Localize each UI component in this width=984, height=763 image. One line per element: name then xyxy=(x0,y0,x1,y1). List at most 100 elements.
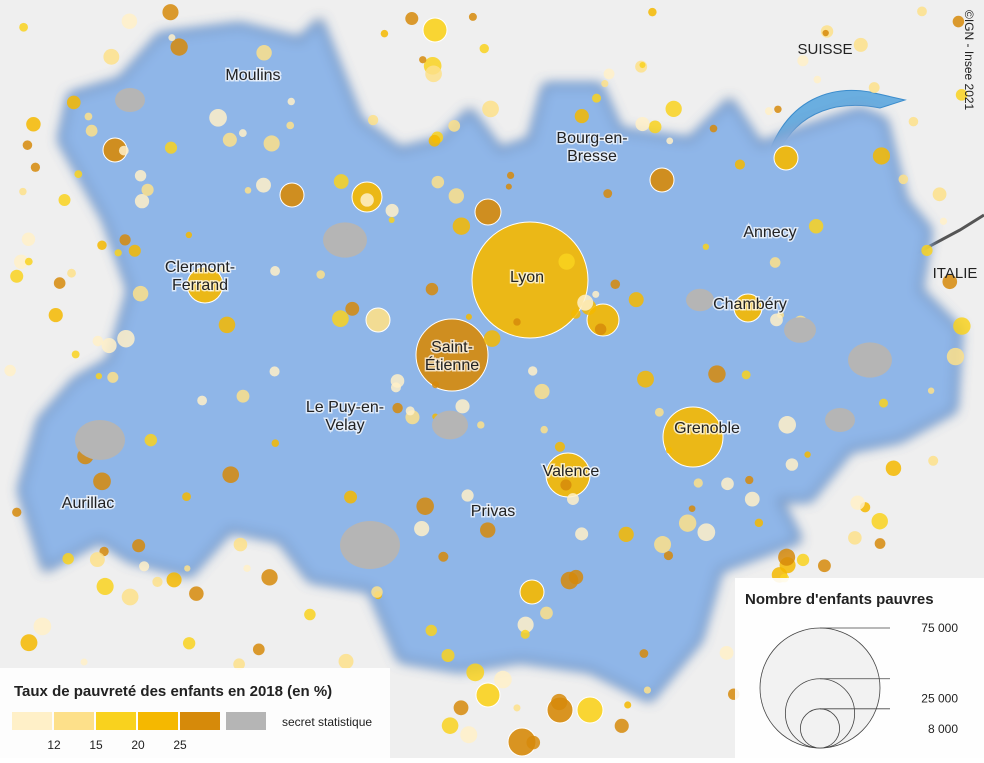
commune-marker xyxy=(128,244,141,257)
city-label: Bresse xyxy=(567,148,617,165)
commune-markers xyxy=(4,4,971,757)
commune-marker xyxy=(95,372,103,380)
commune-marker xyxy=(182,492,191,501)
commune-marker xyxy=(448,188,464,204)
commune-marker xyxy=(332,310,349,328)
commune-marker xyxy=(425,624,437,637)
commune-marker xyxy=(422,17,448,43)
commune-marker xyxy=(385,203,399,217)
size-legend-label: 8 000 xyxy=(928,722,958,736)
commune-marker xyxy=(928,455,939,466)
commune-marker xyxy=(719,645,734,660)
commune-marker xyxy=(333,174,349,189)
commune-marker xyxy=(252,643,265,656)
commune-marker xyxy=(917,6,927,17)
commune-marker xyxy=(649,167,675,193)
legend-swatch xyxy=(96,712,136,730)
commune-marker xyxy=(66,95,81,110)
commune-marker xyxy=(460,726,478,744)
commune-marker xyxy=(813,75,822,84)
commune-marker xyxy=(480,522,496,538)
legend-title: Taux de pauvreté des enfants en 2018 (en… xyxy=(14,683,332,700)
commune-marker xyxy=(12,507,22,517)
region xyxy=(20,20,960,700)
commune-marker xyxy=(48,307,63,323)
commune-marker xyxy=(817,559,831,573)
city-label: Le Puy-en- xyxy=(306,399,384,416)
commune-marker xyxy=(688,505,696,513)
lake xyxy=(769,89,907,151)
commune-marker xyxy=(58,194,71,206)
city-label: Ferrand xyxy=(172,277,228,294)
commune-marker xyxy=(184,565,191,572)
legend-label: secret statistique xyxy=(282,715,372,729)
commune-marker xyxy=(639,62,646,69)
commune-marker xyxy=(576,696,604,724)
legend-tick: 15 xyxy=(89,738,103,752)
commune-marker xyxy=(405,406,415,416)
commune-marker xyxy=(286,121,295,130)
city-label: Annecy xyxy=(743,224,796,241)
commune-marker xyxy=(233,658,245,671)
legend-tick: 25 xyxy=(173,738,187,752)
city-label: Valence xyxy=(543,463,600,480)
commune-marker xyxy=(431,175,445,189)
commune-marker xyxy=(360,193,374,207)
commune-marker xyxy=(483,330,501,347)
commune-marker xyxy=(371,586,383,598)
commune-marker xyxy=(71,350,80,359)
commune-marker xyxy=(33,617,52,636)
commune-marker xyxy=(624,701,632,709)
commune-marker xyxy=(152,576,163,588)
commune-marker xyxy=(853,37,868,52)
size-legend-label: 75 000 xyxy=(921,621,958,635)
commune-marker xyxy=(452,217,471,235)
commune-marker xyxy=(574,109,589,124)
city-label: Clermont- xyxy=(165,259,235,276)
commune-marker xyxy=(872,147,891,165)
commune-marker xyxy=(808,219,824,234)
commune-marker xyxy=(93,472,111,491)
commune-marker xyxy=(67,268,76,278)
commune-marker xyxy=(189,586,204,601)
commune-marker xyxy=(222,466,240,484)
commune-marker xyxy=(479,43,489,54)
secret-area xyxy=(325,228,355,252)
legend-title: Nombre d'enfants pauvres xyxy=(745,591,934,608)
commune-marker xyxy=(592,290,600,298)
commune-marker xyxy=(665,100,682,118)
legend-swatch xyxy=(138,712,178,730)
commune-marker xyxy=(774,105,782,114)
commune-marker xyxy=(103,48,120,65)
commune-marker xyxy=(132,285,149,302)
commune-marker xyxy=(465,313,472,320)
commune-marker xyxy=(554,441,566,452)
commune-marker xyxy=(269,366,280,377)
commune-marker xyxy=(942,274,958,290)
commune-marker xyxy=(474,198,502,226)
secret-area xyxy=(340,521,400,569)
secret-area xyxy=(784,317,816,343)
city-label: Saint- xyxy=(431,339,473,356)
credit: ©IGN - Insee 2021 xyxy=(962,10,976,111)
commune-marker xyxy=(908,116,919,127)
commune-marker xyxy=(868,82,880,94)
commune-marker xyxy=(665,447,673,454)
commune-marker xyxy=(921,244,933,257)
commune-marker xyxy=(107,371,119,383)
commune-marker xyxy=(388,217,395,224)
legend-swatch xyxy=(54,712,94,730)
city-label: Privas xyxy=(471,503,515,520)
commune-marker xyxy=(19,187,27,196)
commune-marker xyxy=(197,395,208,406)
commune-marker xyxy=(697,523,716,542)
commune-marker xyxy=(785,458,799,471)
secret-area xyxy=(848,342,892,378)
commune-marker xyxy=(477,421,485,429)
commune-marker xyxy=(586,303,620,337)
commune-marker xyxy=(84,112,93,121)
commune-marker xyxy=(425,65,442,83)
commune-marker xyxy=(577,294,594,311)
commune-marker xyxy=(540,425,548,434)
commune-marker xyxy=(185,231,193,239)
